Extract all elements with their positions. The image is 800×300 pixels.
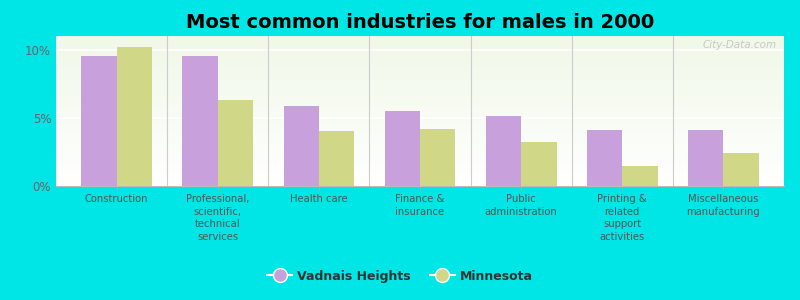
Legend: Vadnais Heights, Minnesota: Vadnais Heights, Minnesota (262, 265, 538, 288)
Bar (117, 47, 152, 186)
Title: Most common industries for males in 2000: Most common industries for males in 2000 (186, 13, 654, 32)
Bar (622, 166, 658, 186)
Bar (82, 56, 117, 186)
Bar (182, 56, 218, 186)
Bar (723, 153, 758, 186)
Bar (283, 106, 319, 186)
Text: City-Data.com: City-Data.com (702, 40, 777, 50)
Bar (587, 130, 622, 186)
Bar (319, 131, 354, 186)
Bar (420, 129, 455, 186)
Bar (688, 130, 723, 186)
Bar (486, 116, 521, 186)
Bar (218, 100, 253, 186)
Bar (521, 142, 557, 186)
Bar (385, 111, 420, 186)
